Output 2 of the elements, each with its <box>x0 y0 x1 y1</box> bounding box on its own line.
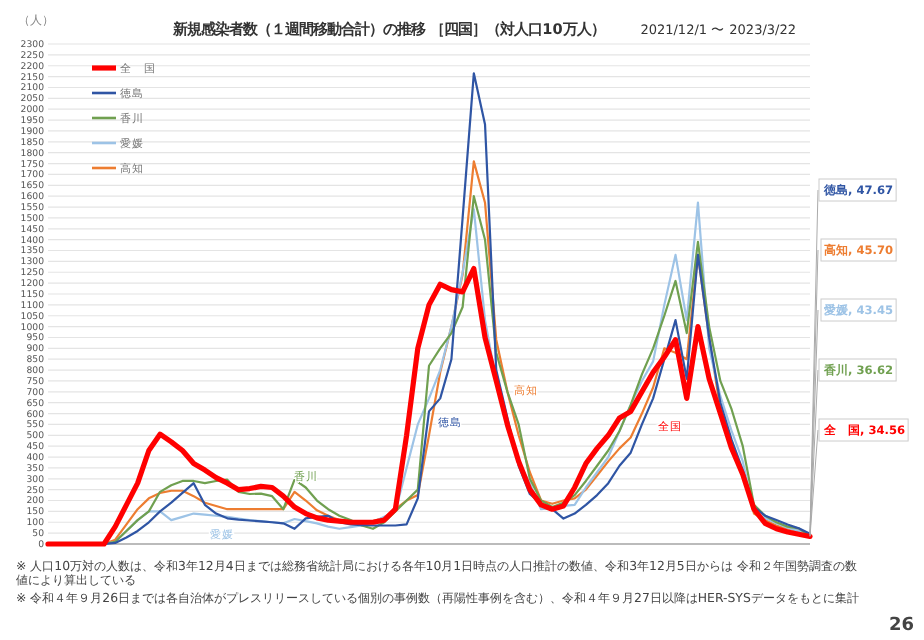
line-series <box>45 265 813 547</box>
text: 26 <box>888 616 914 636</box>
